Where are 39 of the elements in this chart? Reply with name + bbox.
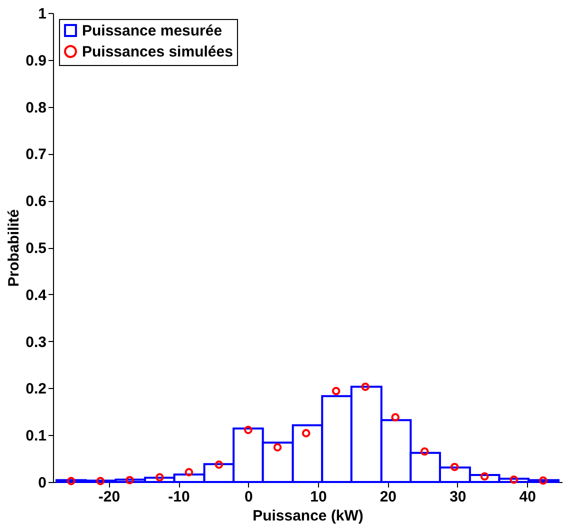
- point: [244, 426, 252, 434]
- x-tick-label: 20: [380, 488, 397, 506]
- y-tick-label: 0.1: [26, 428, 46, 445]
- y-axis-title: Probabilité: [6, 209, 23, 287]
- point: [184, 468, 194, 476]
- point: [480, 472, 489, 481]
- point: [450, 462, 459, 472]
- x-tick-label: 10: [310, 488, 327, 506]
- y-tick-label: 0.8: [26, 99, 46, 116]
- point: [391, 413, 400, 422]
- y-tick-label: 0.7: [26, 146, 46, 164]
- legend-label: Puissance mesurée: [82, 22, 222, 40]
- point: [273, 443, 282, 452]
- point: [332, 386, 340, 396]
- point: [510, 476, 518, 484]
- y-tick-label: 0.2: [26, 380, 46, 398]
- point: [420, 447, 429, 456]
- x-tick-label: -10: [168, 488, 190, 506]
- y-tick-label: 0.5: [26, 240, 46, 257]
- y-tick-label: 0: [38, 474, 46, 492]
- x-axis-title: Puissance (kW): [252, 508, 364, 524]
- x-tick-label: -20: [98, 488, 120, 506]
- point: [66, 476, 76, 486]
- legend-label: Puissances simulées: [82, 44, 233, 60]
- y-tick-label: 0.3: [26, 334, 46, 351]
- x-tick-label: 0: [244, 488, 253, 506]
- point: [539, 476, 548, 485]
- y-tick-label: 0.4: [26, 286, 48, 304]
- y-tick-label: 0.9: [26, 52, 46, 70]
- point: [126, 476, 134, 484]
- point: [156, 473, 164, 482]
- point: [302, 429, 310, 438]
- point: [361, 382, 370, 391]
- y-tick-label: 1: [38, 6, 46, 22]
- y-tick-label: 0.6: [26, 193, 46, 210]
- x-tick-label: 30: [450, 488, 466, 506]
- point: [96, 476, 105, 486]
- point: [214, 460, 224, 469]
- x-tick-label: 40: [519, 488, 536, 506]
